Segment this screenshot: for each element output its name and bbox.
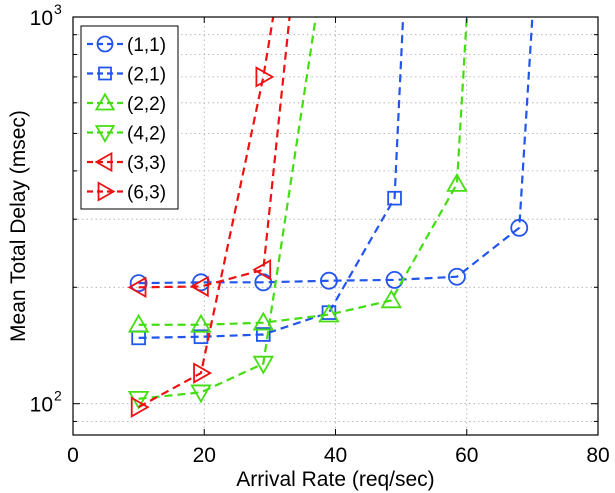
y-tick-exponent: 3 bbox=[54, 1, 62, 17]
legend-item: (6,3) bbox=[87, 181, 166, 204]
legend-marker bbox=[94, 92, 116, 111]
data-point bbox=[320, 271, 338, 290]
legend-marker bbox=[98, 66, 112, 81]
data-point bbox=[130, 396, 150, 418]
data-point bbox=[252, 311, 275, 331]
data-point bbox=[193, 329, 209, 345]
series-line bbox=[138, 17, 291, 289]
data-point bbox=[193, 362, 212, 384]
legend-label: (2,1) bbox=[127, 65, 166, 86]
legend-marker bbox=[96, 35, 114, 53]
legend-item: (1,1) bbox=[87, 35, 166, 56]
data-point bbox=[192, 273, 210, 292]
data-point bbox=[256, 327, 271, 342]
data-point bbox=[252, 259, 272, 281]
y-tick-base: 10 bbox=[30, 394, 53, 417]
series-line bbox=[138, 17, 275, 409]
series-2-1 bbox=[131, 17, 405, 346]
data-point bbox=[387, 190, 402, 206]
series-6-3 bbox=[130, 17, 275, 418]
legend-marker bbox=[94, 125, 116, 143]
data-point bbox=[127, 313, 150, 333]
data-point bbox=[318, 303, 340, 323]
series-line bbox=[138, 17, 405, 339]
legend: (1,1) (2,1) (2,2) (4,2) (3,3) (6,3) bbox=[80, 25, 179, 210]
data-point bbox=[446, 172, 468, 192]
data-point bbox=[127, 276, 147, 299]
y-tick-exponent: 2 bbox=[54, 388, 62, 404]
series-1-1 bbox=[129, 17, 534, 293]
legend-label: (6,3) bbox=[127, 183, 166, 204]
legend-item: (3,3) bbox=[87, 151, 166, 174]
legend-label: (4,2) bbox=[127, 124, 166, 145]
y-tick-label: 10 bbox=[30, 7, 53, 30]
data-point bbox=[129, 274, 148, 293]
legend-item: (2,2) bbox=[87, 92, 166, 115]
y-axis-label: Mean Total Delay (msec) bbox=[7, 110, 30, 342]
y-tick-label: 10 bbox=[30, 394, 53, 417]
series-line bbox=[138, 17, 534, 285]
series-3-3 bbox=[127, 17, 291, 299]
data-point bbox=[190, 384, 212, 404]
data-point bbox=[190, 313, 212, 333]
data-point bbox=[255, 66, 275, 88]
y-tick-base: 10 bbox=[30, 7, 53, 30]
legend-box bbox=[80, 25, 179, 210]
legend-marker bbox=[97, 181, 116, 202]
legend-label: (1,1) bbox=[127, 35, 166, 56]
legend-item: (2,1) bbox=[87, 65, 166, 86]
x-tick-label: 40 bbox=[324, 444, 347, 467]
x-tick-label: 20 bbox=[193, 444, 216, 467]
data-point bbox=[189, 275, 209, 298]
grid-lines bbox=[73, 17, 598, 435]
x-tick-label: 60 bbox=[455, 444, 478, 467]
series-2-2 bbox=[127, 17, 468, 333]
x-tick-label: 80 bbox=[586, 444, 609, 467]
x-tick-label: 0 bbox=[67, 444, 79, 467]
legend-marker bbox=[94, 151, 113, 173]
data-point bbox=[448, 267, 466, 286]
data-point bbox=[380, 289, 403, 309]
plot-series bbox=[127, 17, 534, 418]
x-axis-label: Arrival Rate (req/sec) bbox=[236, 468, 434, 491]
legend-label: (2,2) bbox=[127, 94, 166, 115]
series-line bbox=[138, 17, 317, 400]
data-point bbox=[510, 218, 529, 237]
data-point bbox=[252, 355, 275, 375]
legend-label: (3,3) bbox=[127, 153, 166, 174]
legend-item: (4,2) bbox=[87, 124, 166, 145]
